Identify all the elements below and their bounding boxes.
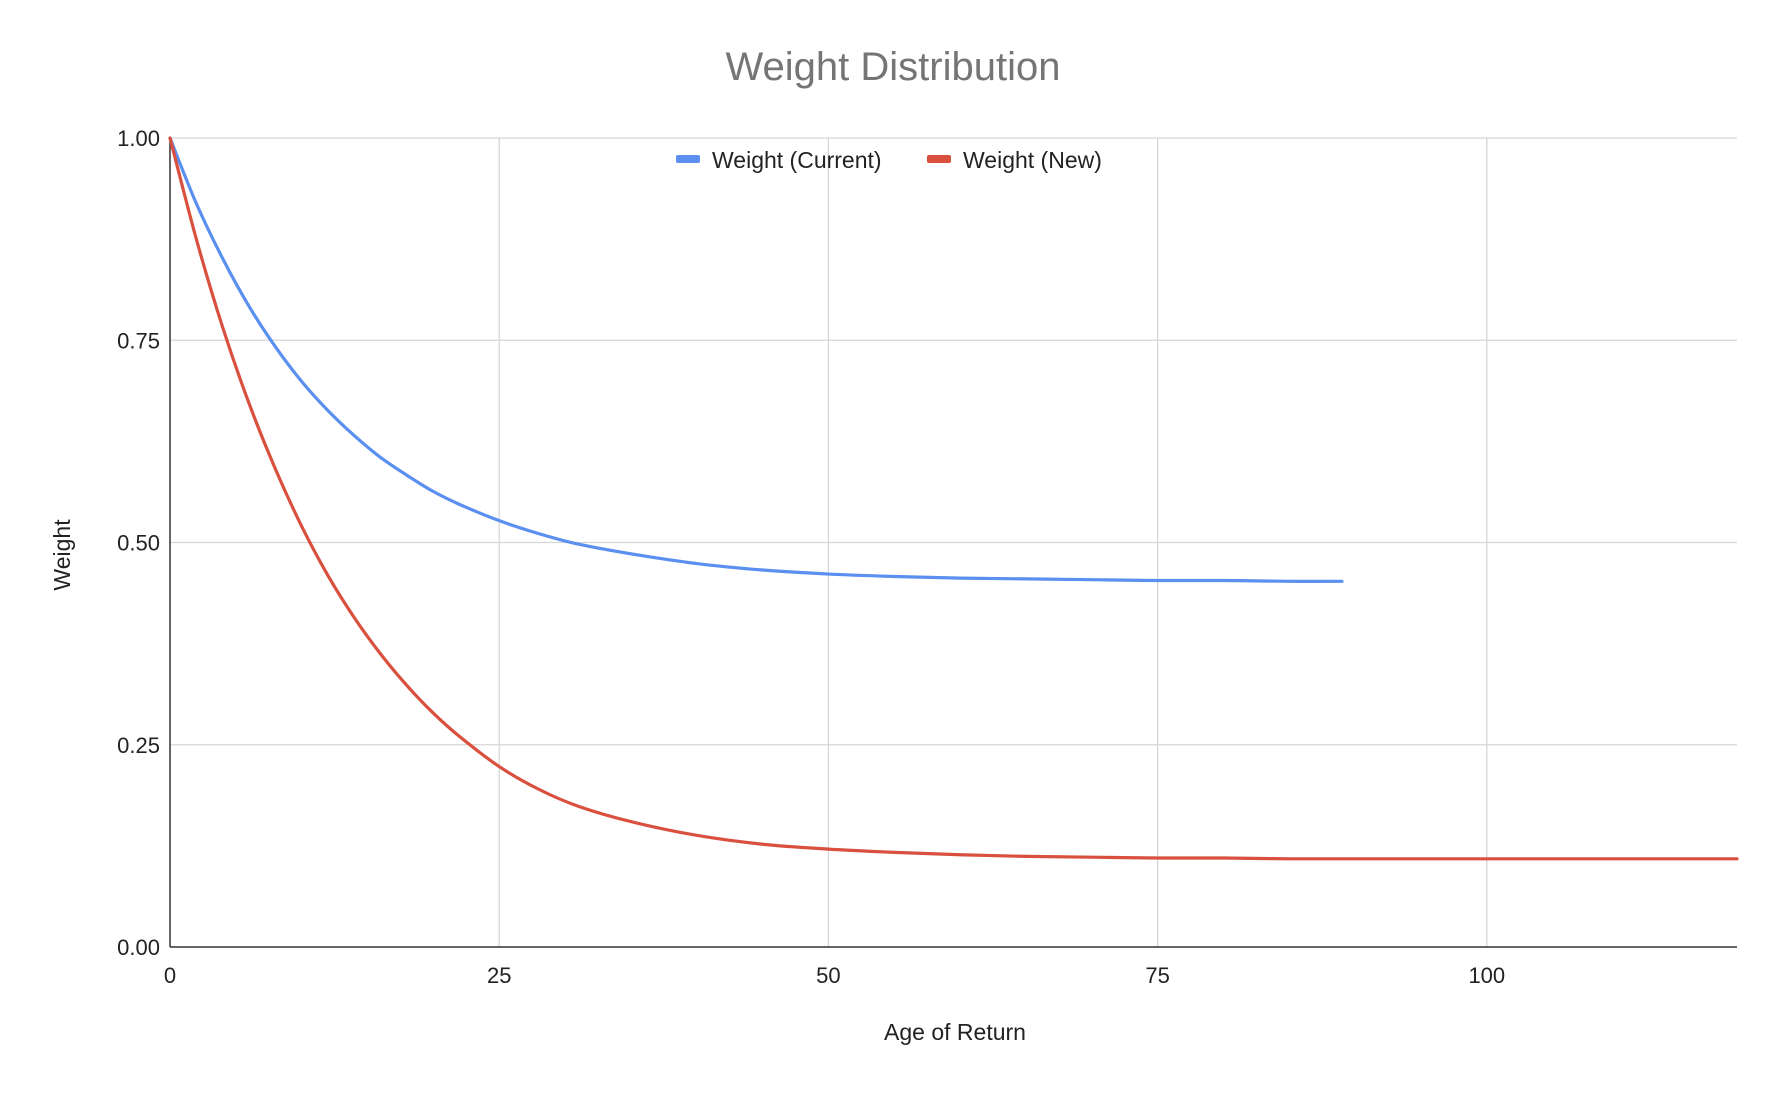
y-tick-label: 0.25	[117, 733, 160, 758]
grid	[170, 137, 1737, 947]
tick-labels: 0.00 0.25 0.50 0.75 1.00 0 25 50 75 100	[117, 126, 1505, 988]
axes	[169, 138, 1737, 948]
x-axis-label: Age of Return	[884, 1019, 1026, 1045]
series-line-weight-current	[168, 136, 1344, 583]
legend: Weight (Current) Weight (New)	[676, 147, 1102, 173]
x-tick-label: 50	[816, 963, 840, 988]
plot-area	[168, 136, 1739, 861]
x-tick-label: 100	[1468, 963, 1505, 988]
y-axis-label: Weight	[49, 519, 75, 591]
legend-label: Weight (Current)	[712, 147, 882, 173]
legend-swatch	[927, 155, 951, 163]
y-tick-label: 0.00	[117, 935, 160, 960]
legend-swatch	[676, 155, 700, 163]
x-tick-label: 75	[1145, 963, 1169, 988]
x-tick-label: 0	[164, 963, 176, 988]
y-tick-label: 1.00	[117, 126, 160, 151]
y-tick-label: 0.75	[117, 328, 160, 353]
x-tick-label: 25	[487, 963, 511, 988]
chart-title: Weight Distribution	[726, 45, 1061, 89]
legend-label: Weight (New)	[963, 147, 1102, 173]
series-line-weight-new	[168, 136, 1739, 861]
y-tick-label: 0.50	[117, 531, 160, 556]
